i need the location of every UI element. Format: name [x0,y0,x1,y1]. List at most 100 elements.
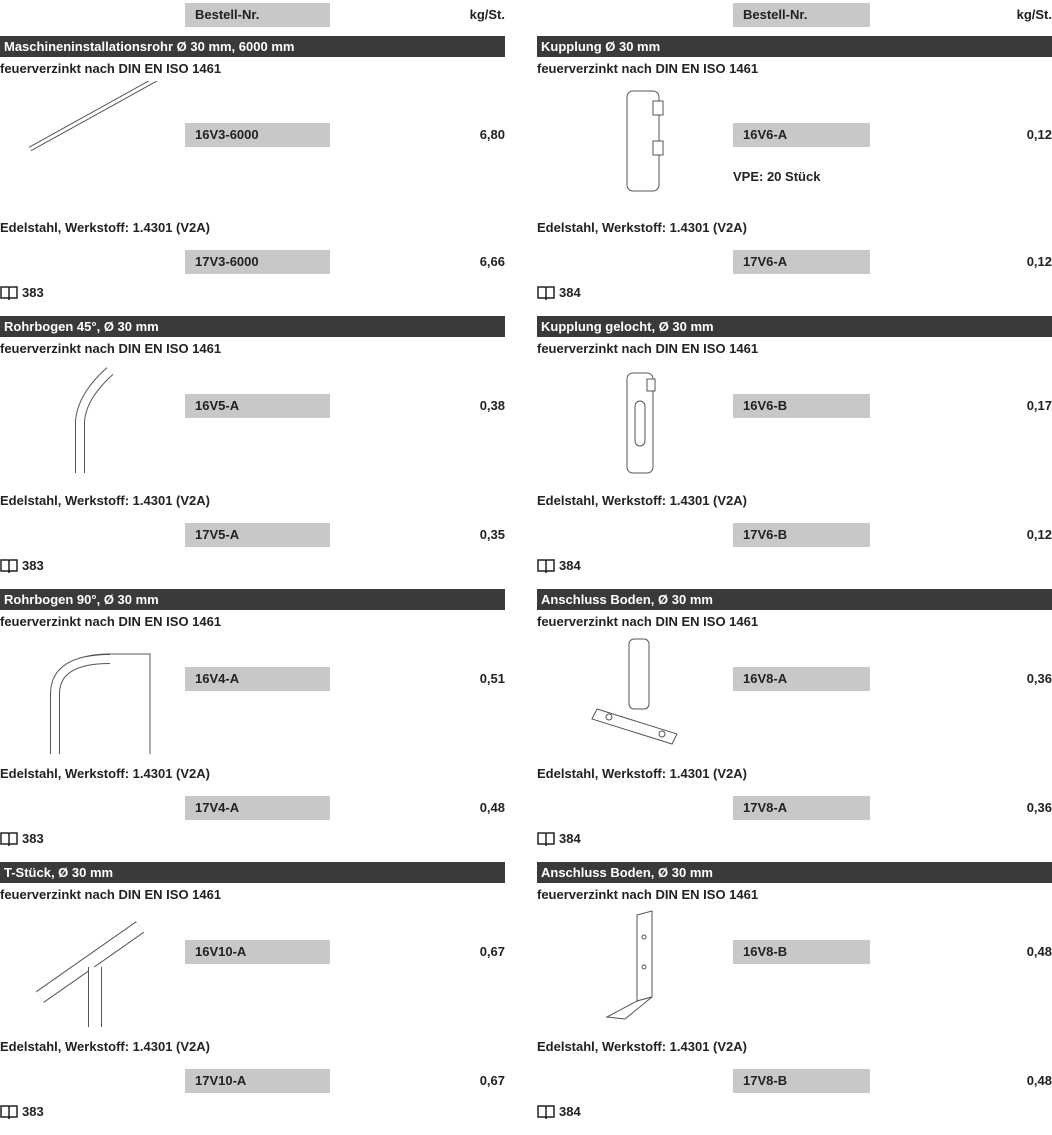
page-reference: 384 [537,554,1052,578]
product-row: 16V8-B 0,48 [537,907,1052,1035]
galvanized-label: feuerverzinkt nach DIN EN ISO 1461 [537,61,759,76]
order-no: 16V8-A [733,667,870,691]
stainless-label: Edelstahl, Werkstoff: 1.4301 (V2A) [0,220,210,235]
page-number: 384 [559,558,581,573]
weight: 0,17 [1026,398,1052,413]
product-section: T-Stück, Ø 30 mm feuerverzinkt nach DIN E… [0,862,505,1135]
galvanized-label: feuerverzinkt nach DIN EN ISO 1461 [0,887,222,902]
product-section: Anschluss Boden, Ø 30 mm feuerverzinkt na… [537,589,1052,862]
product-row: 16V6-A 0,12 VPE: 20 Stück [537,81,1052,216]
weight: 6,80 [479,127,505,142]
product-image [605,910,653,1020]
product-row: 17V8-B 0,48 [537,1059,1052,1100]
order-no: 17V3-6000 [185,250,330,274]
section-title: Maschineninstallationsrohr Ø 30 mm, 6000… [0,36,505,57]
weight: 0,51 [479,671,505,686]
stainless-label: Edelstahl, Werkstoff: 1.4301 (V2A) [537,1039,747,1054]
page-number: 384 [559,285,581,300]
product-section: Anschluss Boden, Ø 30 mm feuerverzinkt na… [537,862,1052,1135]
page-reference: 383 [0,1100,505,1124]
order-no: 16V5-A [185,394,330,418]
page-reference: 384 [537,281,1052,305]
product-row: 16V6-B 0,17 [537,361,1052,489]
order-no: 17V8-B [733,1069,870,1093]
galvanized-label: feuerverzinkt nach DIN EN ISO 1461 [537,887,759,902]
product-image [28,81,158,152]
product-section: Rohrbogen 45°, Ø 30 mm feuerverzinkt nach… [0,316,505,589]
order-no: 16V6-B [733,394,870,418]
book-icon [0,832,18,847]
product-row: 17V3-6000 6,66 [0,240,505,281]
stainless-label: Edelstahl, Werkstoff: 1.4301 (V2A) [537,766,747,781]
product-row: 17V10-A 0,67 [0,1059,505,1100]
page-number: 384 [559,831,581,846]
order-no: 16V6-A [733,123,870,147]
product-section: Maschineninstallationsrohr Ø 30 mm, 6000… [0,36,505,316]
galvanized-label: feuerverzinkt nach DIN EN ISO 1461 [537,341,759,356]
weight: 0,35 [479,527,505,542]
header: Bestell-Nr. kg/St. [537,0,1052,36]
weight: 0,12 [1026,254,1052,269]
order-no: 17V4-A [185,796,330,820]
galvanized-label: feuerverzinkt nach DIN EN ISO 1461 [0,614,222,629]
product-row: 16V8-A 0,36 [537,634,1052,762]
book-icon [0,559,18,574]
stainless-label: Edelstahl, Werkstoff: 1.4301 (V2A) [0,1039,210,1054]
section-title: Rohrbogen 90°, Ø 30 mm [0,589,505,610]
order-no: 16V3-6000 [185,123,330,147]
weight: 0,67 [479,1073,505,1088]
section-title: Kupplung Ø 30 mm [537,36,1052,57]
book-icon [0,1105,18,1120]
book-icon [537,832,555,847]
page-reference: 384 [537,1100,1052,1124]
weight: 0,38 [479,398,505,413]
weight: 0,36 [1026,671,1052,686]
book-icon [537,286,555,301]
stainless-label: Edelstahl, Werkstoff: 1.4301 (V2A) [0,493,210,508]
stainless-label: Edelstahl, Werkstoff: 1.4301 (V2A) [0,766,210,781]
order-no: 16V8-B [733,940,870,964]
section-title: Kupplung gelocht, Ø 30 mm [537,316,1052,337]
product-row: 17V4-A 0,48 [0,786,505,827]
section-title: T-Stück, Ø 30 mm [0,862,505,883]
product-row: 17V5-A 0,35 [0,513,505,554]
column: Bestell-Nr. kg/St. Kupplung Ø 30 mm feuerve… [537,0,1052,1135]
order-no: 16V4-A [185,667,330,691]
product-row: 16V4-A 0,51 [0,634,505,762]
product-image [626,372,656,474]
page-reference: 383 [0,281,505,305]
page-number: 383 [22,831,44,846]
section-title: Anschluss Boden, Ø 30 mm [537,589,1052,610]
product-row: 17V6-A 0,12 [537,240,1052,281]
galvanized-label: feuerverzinkt nach DIN EN ISO 1461 [537,614,759,629]
product-row: 16V3-6000 6,80 [0,81,505,216]
product-row: 16V5-A 0,38 [0,361,505,489]
order-no: 17V8-A [733,796,870,820]
page-number: 383 [22,558,44,573]
product-image [591,638,678,745]
weight: 0,67 [479,944,505,959]
product-image [35,921,145,1027]
product-image [75,367,114,473]
section-title: Anschluss Boden, Ø 30 mm [537,862,1052,883]
weight: 0,36 [1026,800,1052,815]
order-no-header: Bestell-Nr. [185,3,330,27]
order-no: 17V6-B [733,523,870,547]
page-number: 383 [22,285,44,300]
weight: 0,12 [1026,527,1052,542]
packaging-note: VPE: 20 Stück [733,169,821,184]
column: Bestell-Nr. kg/St. Maschineninstallationsr… [0,0,505,1135]
order-no: 17V10-A [185,1069,330,1093]
page-number: 384 [559,1104,581,1119]
product-section: Kupplung gelocht, Ø 30 mm feuerverzinkt n… [537,316,1052,589]
weight-header: kg/St. [469,7,505,22]
product-section: Kupplung Ø 30 mm feuerverzinkt nach DIN E… [537,36,1052,316]
page-reference: 383 [0,827,505,851]
order-no: 17V6-A [733,250,870,274]
header: Bestell-Nr. kg/St. [0,0,505,36]
book-icon [537,559,555,574]
page-reference: 383 [0,554,505,578]
book-icon [0,286,18,301]
order-no: 17V5-A [185,523,330,547]
stainless-label: Edelstahl, Werkstoff: 1.4301 (V2A) [537,220,747,235]
